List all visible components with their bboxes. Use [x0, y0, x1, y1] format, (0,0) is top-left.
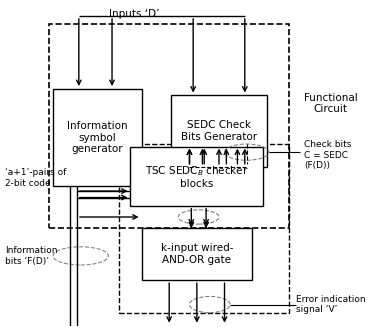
Text: SEDC Check
Bits Generator: SEDC Check Bits Generator: [181, 120, 257, 142]
FancyBboxPatch shape: [142, 228, 252, 280]
Text: Inputs ‘D’: Inputs ‘D’: [109, 9, 159, 20]
FancyBboxPatch shape: [171, 95, 267, 167]
Text: ‘a+1’-pairs of
2-bit code: ‘a+1’-pairs of 2-bit code: [5, 168, 66, 188]
Text: Information
symbol
generator: Information symbol generator: [67, 121, 128, 154]
FancyBboxPatch shape: [53, 89, 142, 186]
Text: k-input wired-
AND-OR gate: k-input wired- AND-OR gate: [160, 244, 233, 265]
Text: Functional
Circuit: Functional Circuit: [304, 93, 358, 114]
Text: TSC SEDC$_B$ checker
blocks: TSC SEDC$_B$ checker blocks: [145, 164, 249, 189]
FancyBboxPatch shape: [131, 147, 263, 206]
Text: Error indication
signal ‘V’: Error indication signal ‘V’: [296, 295, 366, 314]
Text: Check bits
C = SEDC
(F(D)): Check bits C = SEDC (F(D)): [304, 141, 351, 170]
Text: Information
bits ‘F(D)’: Information bits ‘F(D)’: [5, 246, 58, 266]
